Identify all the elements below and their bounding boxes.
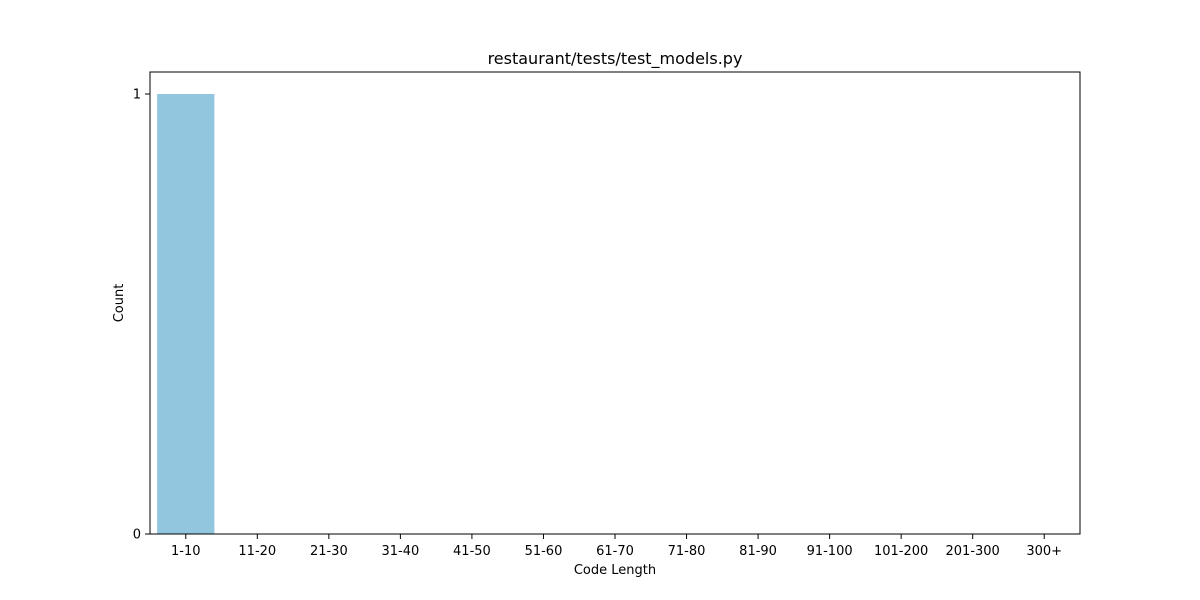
y-tick-label: 0 [133,528,141,543]
bar-1-10 [157,94,215,534]
y-tick-label: 1 [133,88,141,103]
x-tick-label: 11-20 [238,544,276,559]
x-tick-label: 21-30 [310,544,348,559]
x-axis: 1-10 11-20 21-30 31-40 41-50 51-60 61-70 71-80 8… [171,534,1062,559]
x-tick-label: 1-10 [171,544,201,559]
x-tick-label: 81-90 [739,544,777,559]
x-tick-label: 51-60 [525,544,563,559]
x-tick-label: 41-50 [453,544,491,559]
x-tick-label: 300+ [1026,544,1062,559]
chart-title: restaurant/tests/test_models.py [488,49,743,69]
x-tick-label: 91-100 [807,544,853,559]
y-axis: 01 [133,88,150,543]
x-tick-label: 61-70 [596,544,634,559]
x-tick-label: 101-200 [874,544,928,559]
y-axis-label: Count [112,284,127,323]
bars-group [157,94,215,534]
x-tick-label: 201-300 [946,544,1000,559]
x-tick-label: 71-80 [668,544,706,559]
plot-frame [149,71,1081,535]
x-tick-label: 31-40 [381,544,419,559]
x-axis-label: Code Length [574,563,656,578]
